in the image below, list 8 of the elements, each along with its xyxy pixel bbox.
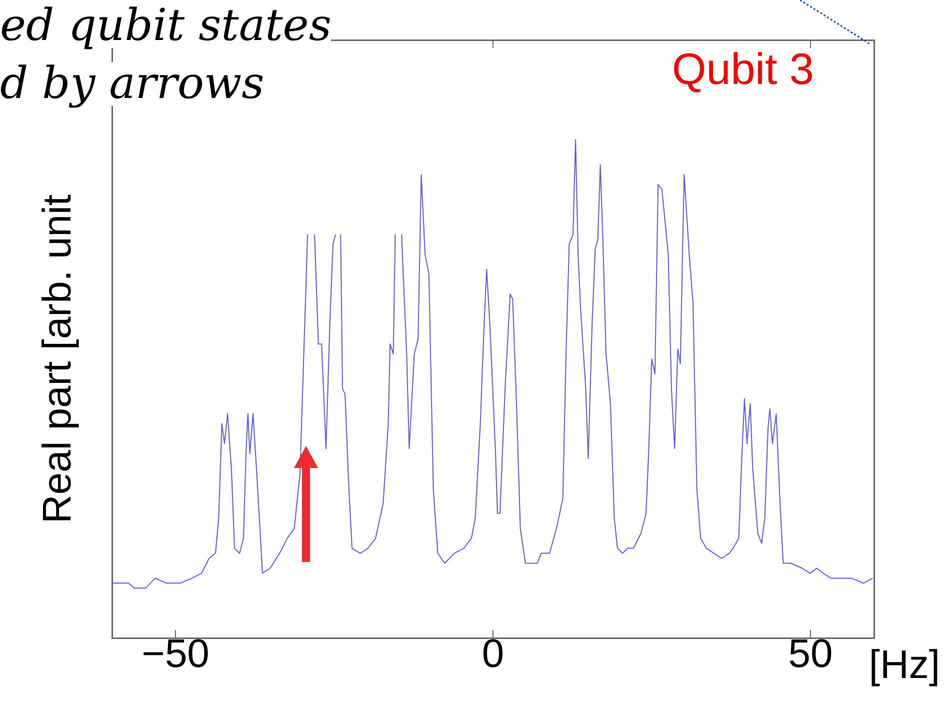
x-axis-title: [Hz] bbox=[868, 643, 940, 688]
x-tick-label: 0 bbox=[482, 632, 504, 676]
x-tick-label: −50 bbox=[142, 632, 210, 676]
text: ed qubit states bbox=[0, 0, 332, 51]
text: Qubit 3 bbox=[672, 45, 814, 94]
x-tick-label: 50 bbox=[788, 632, 833, 676]
text: d by arrows bbox=[0, 58, 264, 109]
y-axis-title: Real part [arb. unit bbox=[36, 194, 80, 524]
